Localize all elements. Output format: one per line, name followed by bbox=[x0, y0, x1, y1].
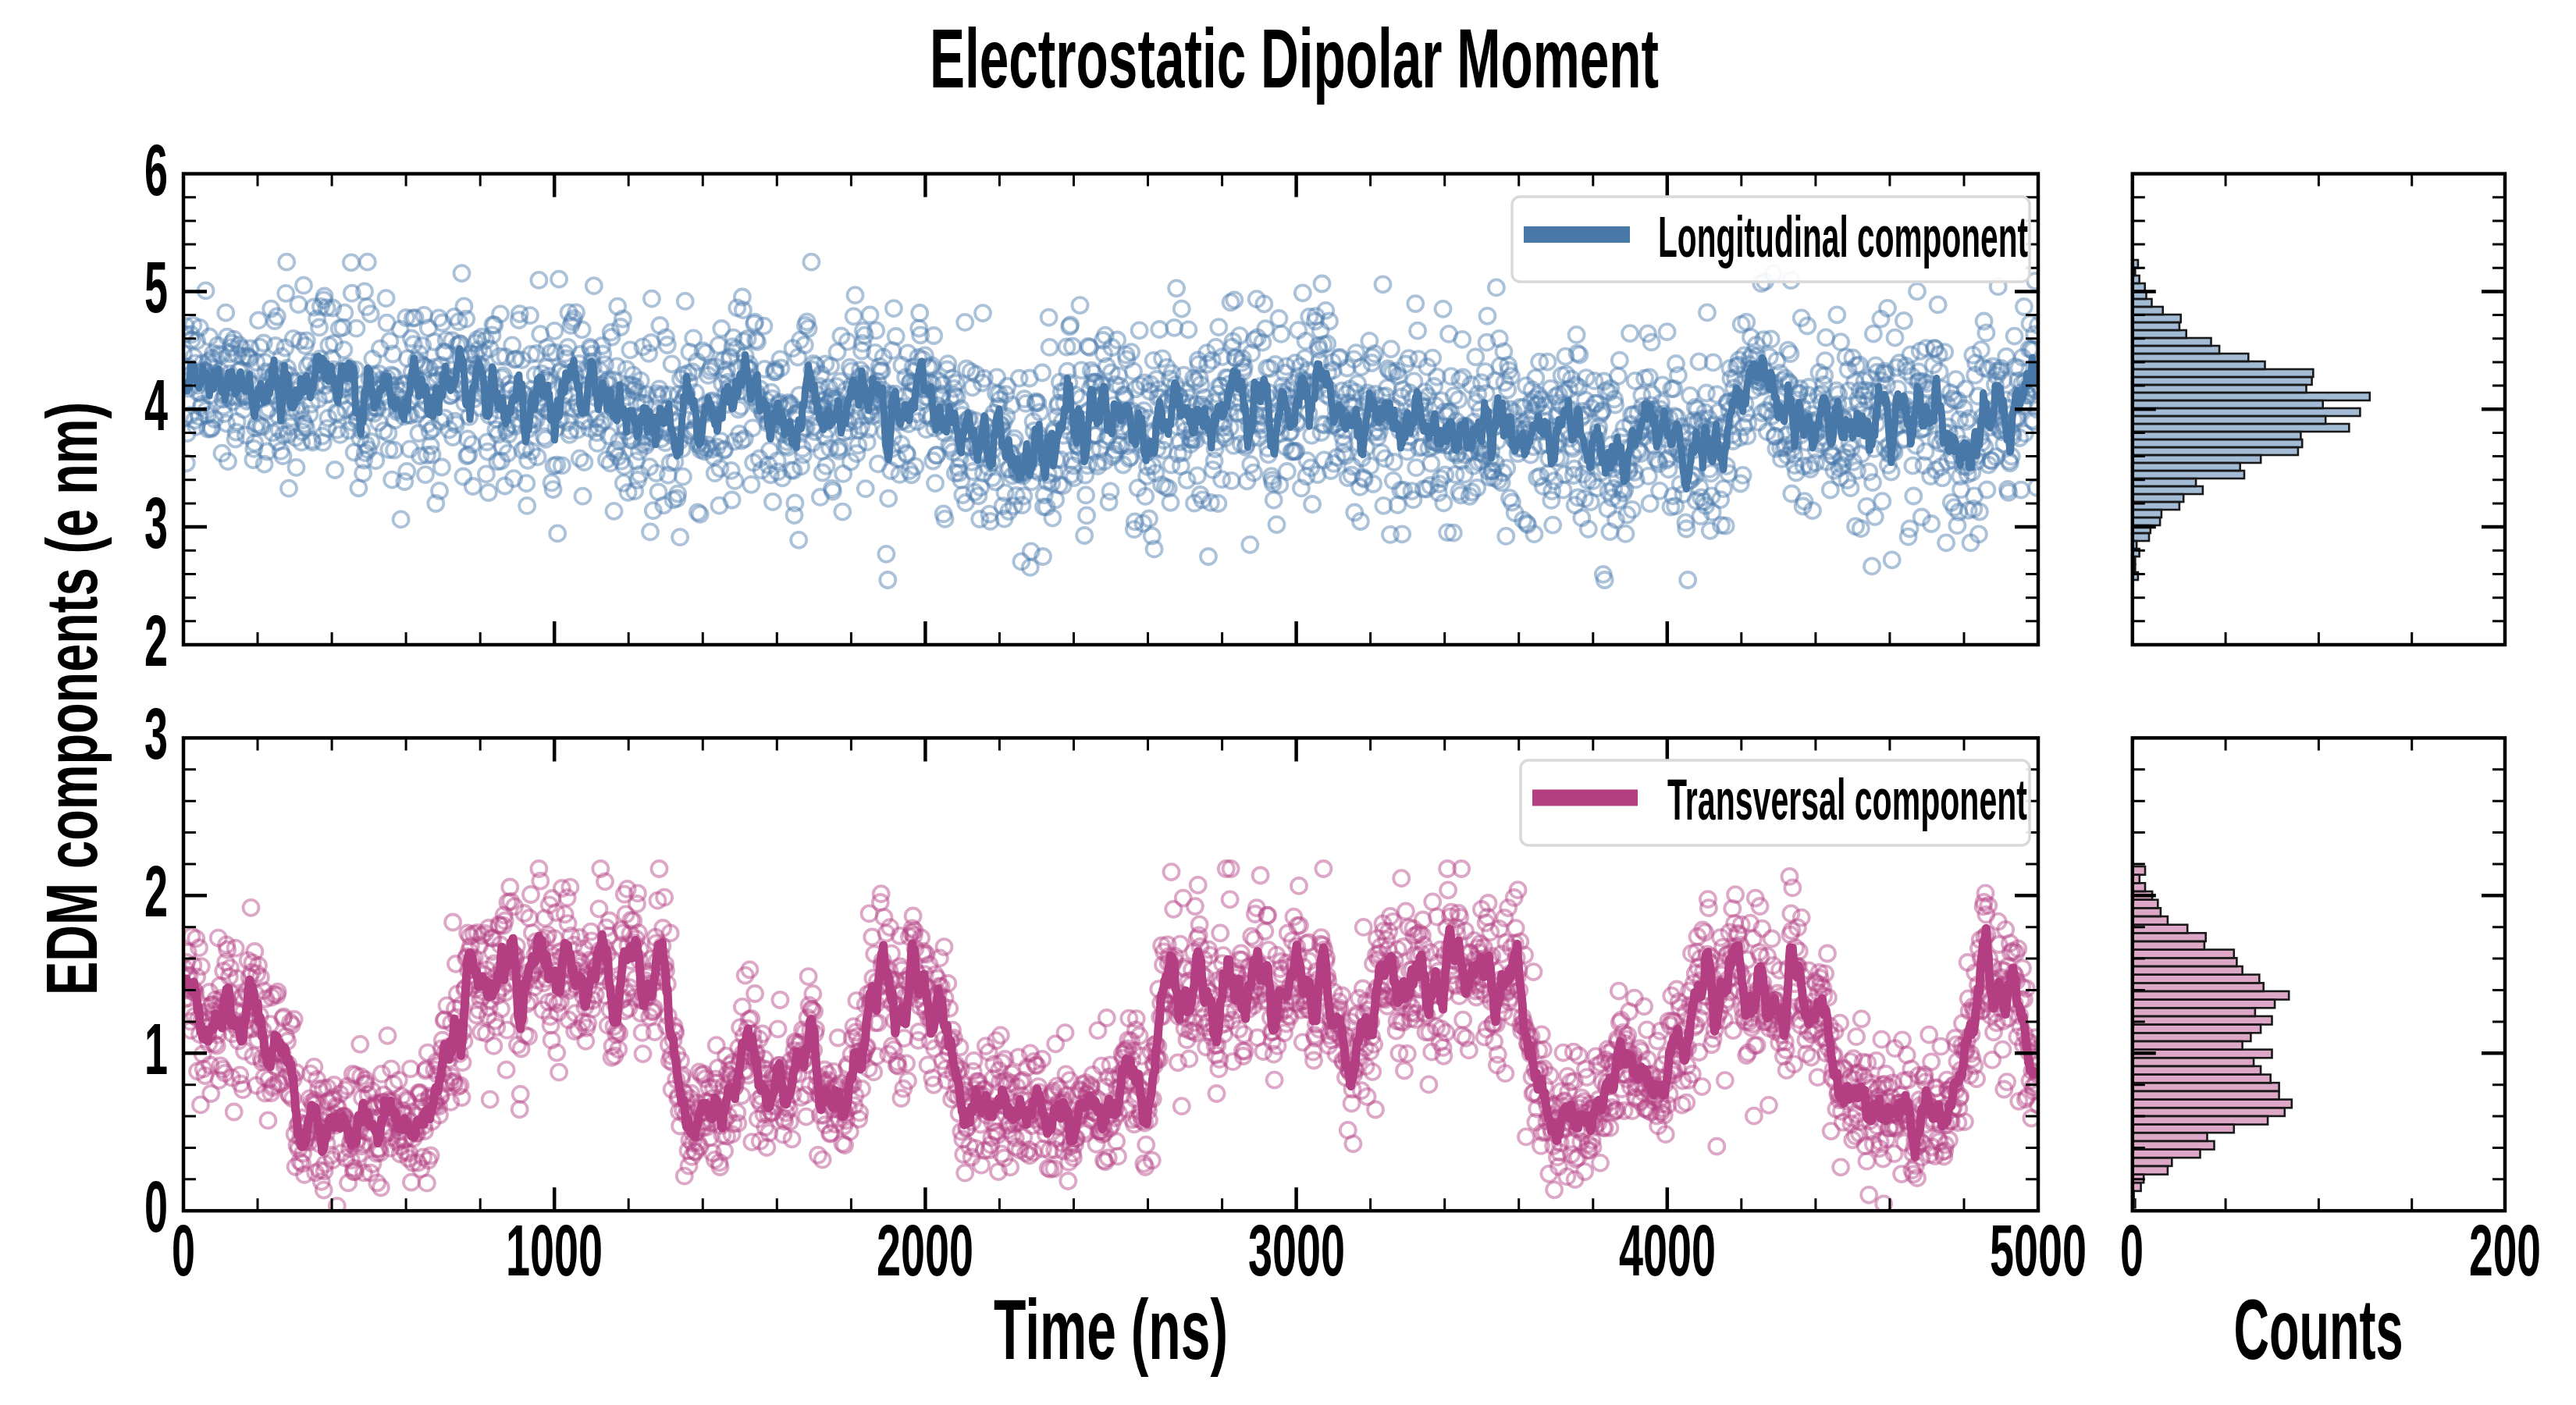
svg-text:Electrostatic Dipolar Moment: Electrostatic Dipolar Moment bbox=[930, 11, 1659, 105]
svg-text:0: 0 bbox=[172, 1210, 195, 1291]
svg-text:3: 3 bbox=[144, 482, 168, 564]
svg-text:0: 0 bbox=[2120, 1210, 2144, 1291]
svg-text:Longitudinal component: Longitudinal component bbox=[1658, 205, 2028, 269]
svg-text:1: 1 bbox=[144, 1008, 168, 1090]
svg-text:1000: 1000 bbox=[506, 1210, 603, 1291]
svg-text:4: 4 bbox=[144, 365, 168, 446]
svg-text:3: 3 bbox=[144, 693, 168, 774]
svg-text:5000: 5000 bbox=[1990, 1210, 2087, 1291]
svg-text:2: 2 bbox=[144, 600, 168, 681]
svg-text:6: 6 bbox=[144, 130, 168, 211]
svg-text:0: 0 bbox=[144, 1166, 168, 1247]
svg-text:3000: 3000 bbox=[1248, 1210, 1345, 1291]
svg-text:4000: 4000 bbox=[1619, 1210, 1716, 1291]
svg-text:2: 2 bbox=[144, 851, 168, 932]
svg-text:2000: 2000 bbox=[877, 1210, 973, 1291]
svg-text:200: 200 bbox=[2469, 1210, 2541, 1291]
svg-text:EDM components (e nm): EDM components (e nm) bbox=[32, 402, 112, 995]
svg-text:5: 5 bbox=[144, 247, 168, 328]
svg-text:Transversal component: Transversal component bbox=[1667, 767, 2027, 832]
svg-text:Counts: Counts bbox=[2234, 1281, 2403, 1377]
svg-text:Time (ns): Time (ns) bbox=[994, 1281, 1228, 1377]
